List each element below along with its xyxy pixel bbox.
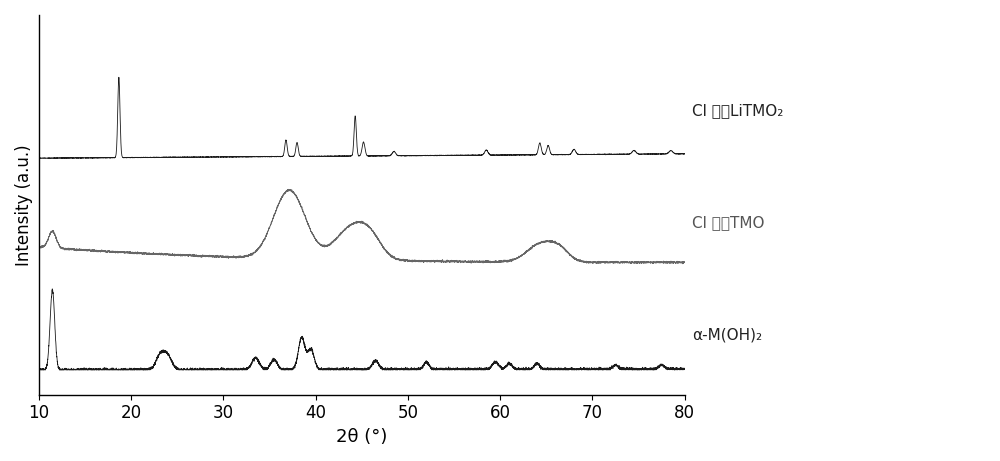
Text: α-M(OH)₂: α-M(OH)₂ (692, 327, 762, 343)
Text: Cl 掺杂TMO: Cl 掺杂TMO (692, 215, 765, 230)
X-axis label: 2θ (°): 2θ (°) (336, 428, 387, 446)
Text: Cl 掺杂LiTMO₂: Cl 掺杂LiTMO₂ (692, 103, 784, 118)
Y-axis label: Intensity (a.u.): Intensity (a.u.) (15, 144, 33, 266)
